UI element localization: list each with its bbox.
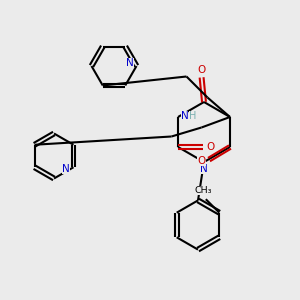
Text: N: N [181, 110, 188, 121]
Text: N: N [62, 164, 70, 174]
Text: N: N [200, 164, 208, 174]
Text: N: N [126, 58, 134, 68]
Text: O: O [197, 156, 206, 166]
Text: H: H [189, 111, 197, 122]
Text: O: O [197, 65, 206, 75]
Text: CH₃: CH₃ [195, 186, 212, 195]
Text: O: O [206, 142, 214, 152]
